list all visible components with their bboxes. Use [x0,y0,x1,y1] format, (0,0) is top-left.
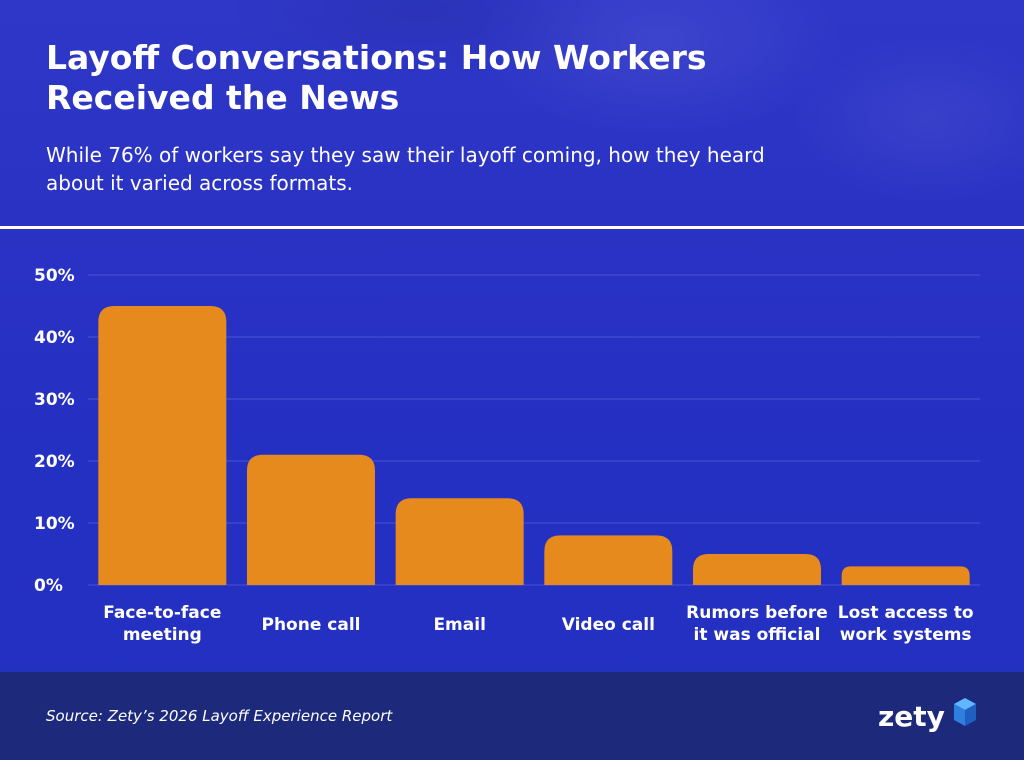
x-tick-label: meeting [123,625,202,645]
y-axis-ticks: 0% 10% 20% 30% 40% 50% [34,266,75,596]
zety-logo: zety [878,696,978,740]
gridlines [88,274,980,586]
source-note: Source: Zety’s 2026 Layoff Experience Re… [46,707,393,725]
footer: Source: Zety’s 2026 Layoff Experience Re… [0,672,1024,760]
y-tick-label: 40% [34,328,75,348]
logo-wordmark: zety [878,700,945,733]
y-tick-label: 10% [34,514,75,534]
x-tick-label: Rumors before [686,603,828,623]
bar [98,306,227,585]
page-title: Layoff Conversations: How Workers Receiv… [46,38,707,117]
bar [544,535,673,585]
bars [98,306,970,585]
x-tick-label: Email [433,615,485,635]
bar [247,454,375,585]
logo-cube-icon [954,698,976,726]
bar [395,498,524,585]
x-tick-label: Lost access to [838,603,974,623]
x-tick-label: Video call [562,615,655,635]
y-tick-label: 30% [34,390,75,410]
page-subtitle: While 76% of workers say they saw their … [46,143,765,195]
header-divider [0,226,1024,229]
x-tick-label: work systems [840,625,972,645]
bar [841,566,970,585]
y-tick-label: 0% [34,576,63,596]
x-tick-label: it was official [694,625,821,645]
x-tick-label: Phone call [262,615,361,635]
x-tick-label: Face-to-face [103,603,221,623]
y-tick-label: 50% [34,266,75,286]
bar [693,554,821,585]
y-tick-label: 20% [34,452,75,472]
